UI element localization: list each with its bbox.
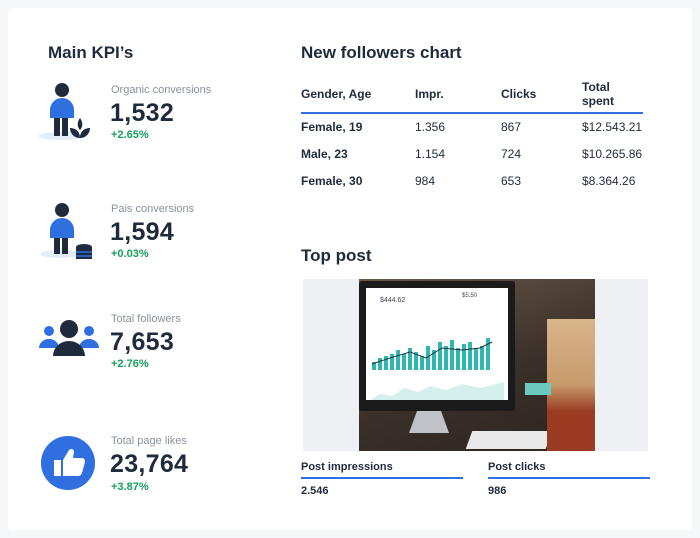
person [547,319,595,451]
cell: 984 [415,173,436,188]
screen-area-chart [370,382,504,400]
stat-value: 986 [488,485,507,497]
top-post-title: Top post [301,246,372,265]
post-impressions-stat: Post impressions 2.546 [301,461,463,497]
kpi-label: Pais conversions [111,203,195,215]
column-header: Impr. [415,80,501,114]
column-header: Clicks [501,80,582,114]
screen-value: $444.62 [380,297,406,304]
table-row: Male, 23 1.154 724 $10.265.86 [301,140,643,167]
screen-bar-chart [371,338,493,370]
stat-label: Post impressions [301,461,463,479]
thumbs-up-icon [41,436,95,490]
monitor: $444.62 $5.50 [359,281,515,411]
cell: Female, 30 [301,173,363,188]
cell: Male, 23 [301,146,348,161]
top-post-photo[interactable]: $444.62 $5.50 [359,279,595,451]
kpi-change: +2.76% [111,358,149,370]
stat-value: 2.546 [301,485,329,497]
column-header: Gender, Age [301,80,415,114]
cell: 724 [501,146,522,161]
table-row: Female, 19 1.356 867 $12.543.21 [301,113,643,140]
kpi-value: 1,594 [110,218,175,246]
followers-table: Gender, Age Impr. Clicks Total spent Fem… [301,80,643,194]
kpi-label: Organic conversions [111,84,212,96]
kpi-change: +3.87% [111,481,149,493]
cell: $8.364.26 [582,173,636,188]
top-post-image-frame: $444.62 $5.50 [303,279,648,451]
kpi-title: Main KPI’s [48,43,134,62]
post-clicks-stat: Post clicks 986 [488,461,650,497]
followers-title: New followers chart [301,43,462,62]
cell: $12.543.21 [582,120,643,134]
notebook [525,383,551,395]
stat-label: Post clicks [488,461,650,479]
kpi-label: Total page likes [111,435,187,447]
screen-value: $5.50 [462,293,478,299]
cell: 1.356 [415,120,446,134]
cell: 653 [501,173,522,188]
kpi-label: Total followers [111,313,181,325]
column-header: Total spent [582,80,643,114]
table-header: Gender, Age Impr. Clicks Total spent [301,80,643,114]
cell: Female, 19 [301,120,363,134]
monitor-screen: $444.62 $5.50 [366,288,508,400]
kpi-value: 1,532 [110,99,175,127]
cell: 867 [501,120,522,134]
kpi-change: +2.65% [111,129,149,141]
kpi-value: 23,764 [110,450,189,478]
kpi-value: 7,653 [110,328,175,356]
monitor-stand [409,411,449,433]
cell: $10.265.86 [582,146,643,161]
cell: 1.154 [415,146,446,161]
group-icon [39,320,99,356]
person-plant-icon [38,83,90,140]
table-row: Female, 30 984 653 $8.364.26 [301,167,643,194]
person-coins-icon [40,203,92,259]
keyboard [465,431,553,449]
kpi-change: +0.03% [111,248,149,260]
